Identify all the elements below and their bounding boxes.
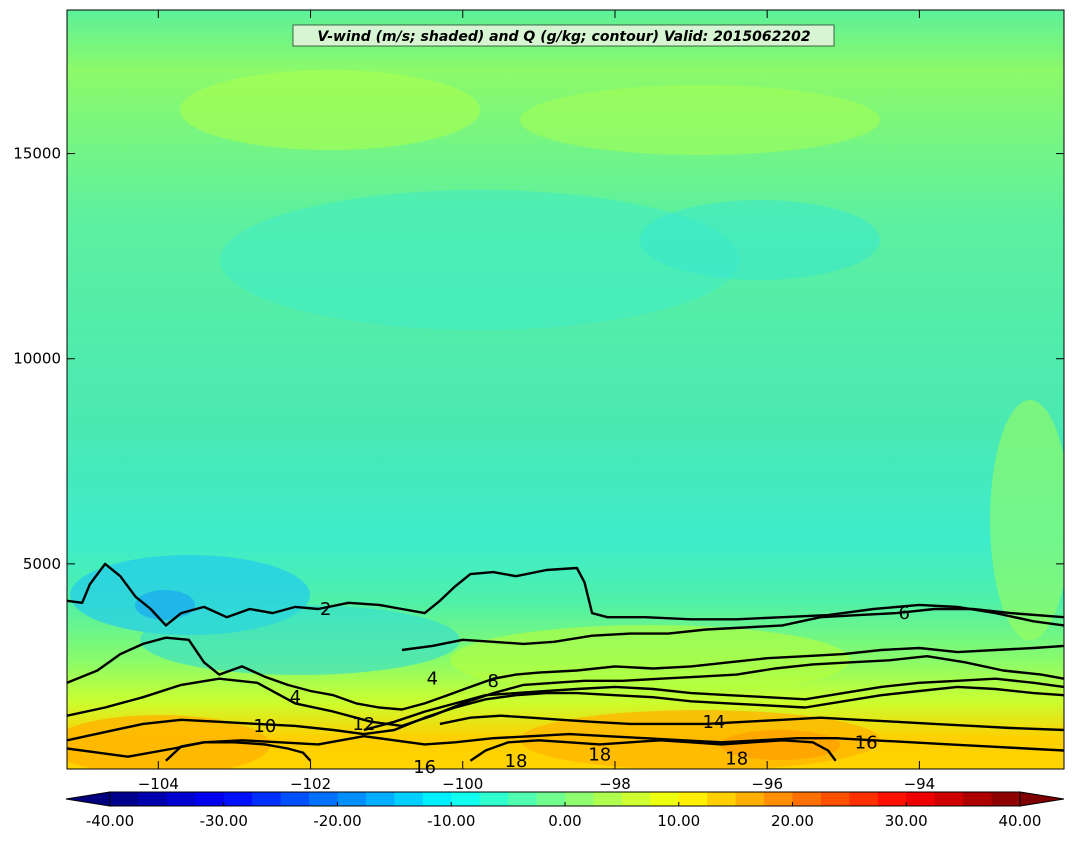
colorbar-bin [565,792,595,806]
contour-label: 8 [487,671,498,692]
contour-q-14 [439,714,1064,732]
chart-title: V-wind (m/s; shaded) and Q (g/kg; contou… [317,29,810,45]
colorbar-tick-label: -30.00 [200,812,248,830]
colorbar-extend-min [65,791,111,807]
colorbar-bin [621,792,651,806]
colorbar-bin [309,792,339,806]
colorbar-bin [110,792,140,806]
x-tick-label: −102 [290,775,331,793]
contour-label: 18 [588,745,611,766]
colorbar-bin [280,792,310,806]
contour-lines [67,562,1064,762]
colorbar-bin [223,792,253,806]
colorbar-bin [508,792,538,806]
contour-label: 18 [505,751,528,772]
colorbar-tick-label: 10.00 [657,812,700,830]
y-tick-label: 15000 [13,145,61,163]
colorbar-tick-label: 20.00 [771,812,814,830]
contour-q-8 [67,655,1064,728]
colorbar-bin [593,792,623,806]
colorbar-bin [849,792,879,806]
contour-q-18 [469,739,837,762]
contour-label: 4 [290,687,301,708]
contour-q-10 [67,685,1064,742]
contour-q-18 [165,741,312,762]
shaded-patch [640,200,880,280]
contour-label: 16 [413,757,436,778]
x-tick-label: −96 [751,775,783,793]
contour-label: 6 [898,603,909,624]
contour-q-2 [67,562,1064,627]
colorbar-tick-label: 40.00 [999,812,1042,830]
colorbar-bin [877,792,907,806]
colorbar-tick-label: 30.00 [885,812,928,830]
colorbar-bin [650,792,680,806]
x-tick-label: −98 [599,775,631,793]
plot-area: 2 4 4 6 8 10 12 14 16 16 18 18 18 [66,9,1065,778]
x-tick-label: −94 [904,775,936,793]
colorbar-bin [792,792,822,806]
colorbar-bin [906,792,936,806]
contour-q-16 [67,732,1064,758]
colorbar-bin [678,792,708,806]
colorbar-bin [252,792,282,806]
contour-label: 14 [702,712,725,733]
contour-label: 10 [253,716,276,737]
colorbar-bin [934,792,964,806]
shaded-patch [180,70,480,150]
colorbar-bin [536,792,566,806]
title-background [292,24,835,47]
contour-label: 12 [352,714,375,735]
colorbar: -40.00 -30.00 -20.00 -10.00 0.00 10.00 20.00 30… [65,791,1065,830]
colorbar-bin [479,792,509,806]
colorbar-bin [707,792,737,806]
colorbar-bin [166,792,196,806]
colorbar-bin [365,792,395,806]
y-axis: 5000 10000 15000 [13,145,1064,573]
contour-q-4 [67,636,1064,711]
colorbar-bin [735,792,765,806]
x-tick-label: −100 [442,775,483,793]
shaded-patch [220,190,740,330]
colorbar-tick-label: -10.00 [427,812,475,830]
contour-q-12 [363,677,1064,732]
colorbar-bin [394,792,424,806]
shaded-patch [135,590,195,620]
x-axis: −104 −102 −100 −98 −96 −94 [138,10,935,793]
y-tick-label: 10000 [13,350,61,368]
x-tick-label: −104 [138,775,179,793]
shaded-patch [140,605,460,675]
contour-label: 16 [855,732,878,753]
contour-labels: 2 4 4 6 8 10 12 14 16 16 18 18 18 [253,599,909,778]
colorbar-tick-label: -40.00 [86,812,134,830]
contour-label: 4 [427,669,438,690]
colorbar-bin [138,792,168,806]
colorbar-extend-max [1019,791,1065,807]
shaded-patches [67,70,1064,769]
colorbar-bin [963,792,993,806]
plot-frame [66,9,1065,770]
colorbar-tick-label: -20.00 [313,812,361,830]
contour-label: 18 [725,749,748,770]
colorbar-bin [820,792,850,806]
contour-label: 2 [320,599,331,620]
contour-q-6 [401,607,1064,652]
colorbar-bin [195,792,225,806]
colorbar-bin [764,792,794,806]
shaded-patch [990,400,1064,640]
shaded-patch [67,715,270,769]
colorbar-bin [451,792,481,806]
colorbar-tick-label: 0.00 [548,812,581,830]
colorbar-bin [991,792,1021,806]
shaded-patch [520,85,880,155]
colorbar-bin [422,792,452,806]
y-tick-label: 5000 [23,555,61,573]
shaded-patch [450,625,850,695]
title-box: V-wind (m/s; shaded) and Q (g/kg; contou… [292,24,835,47]
colorbar-bin [337,792,367,806]
